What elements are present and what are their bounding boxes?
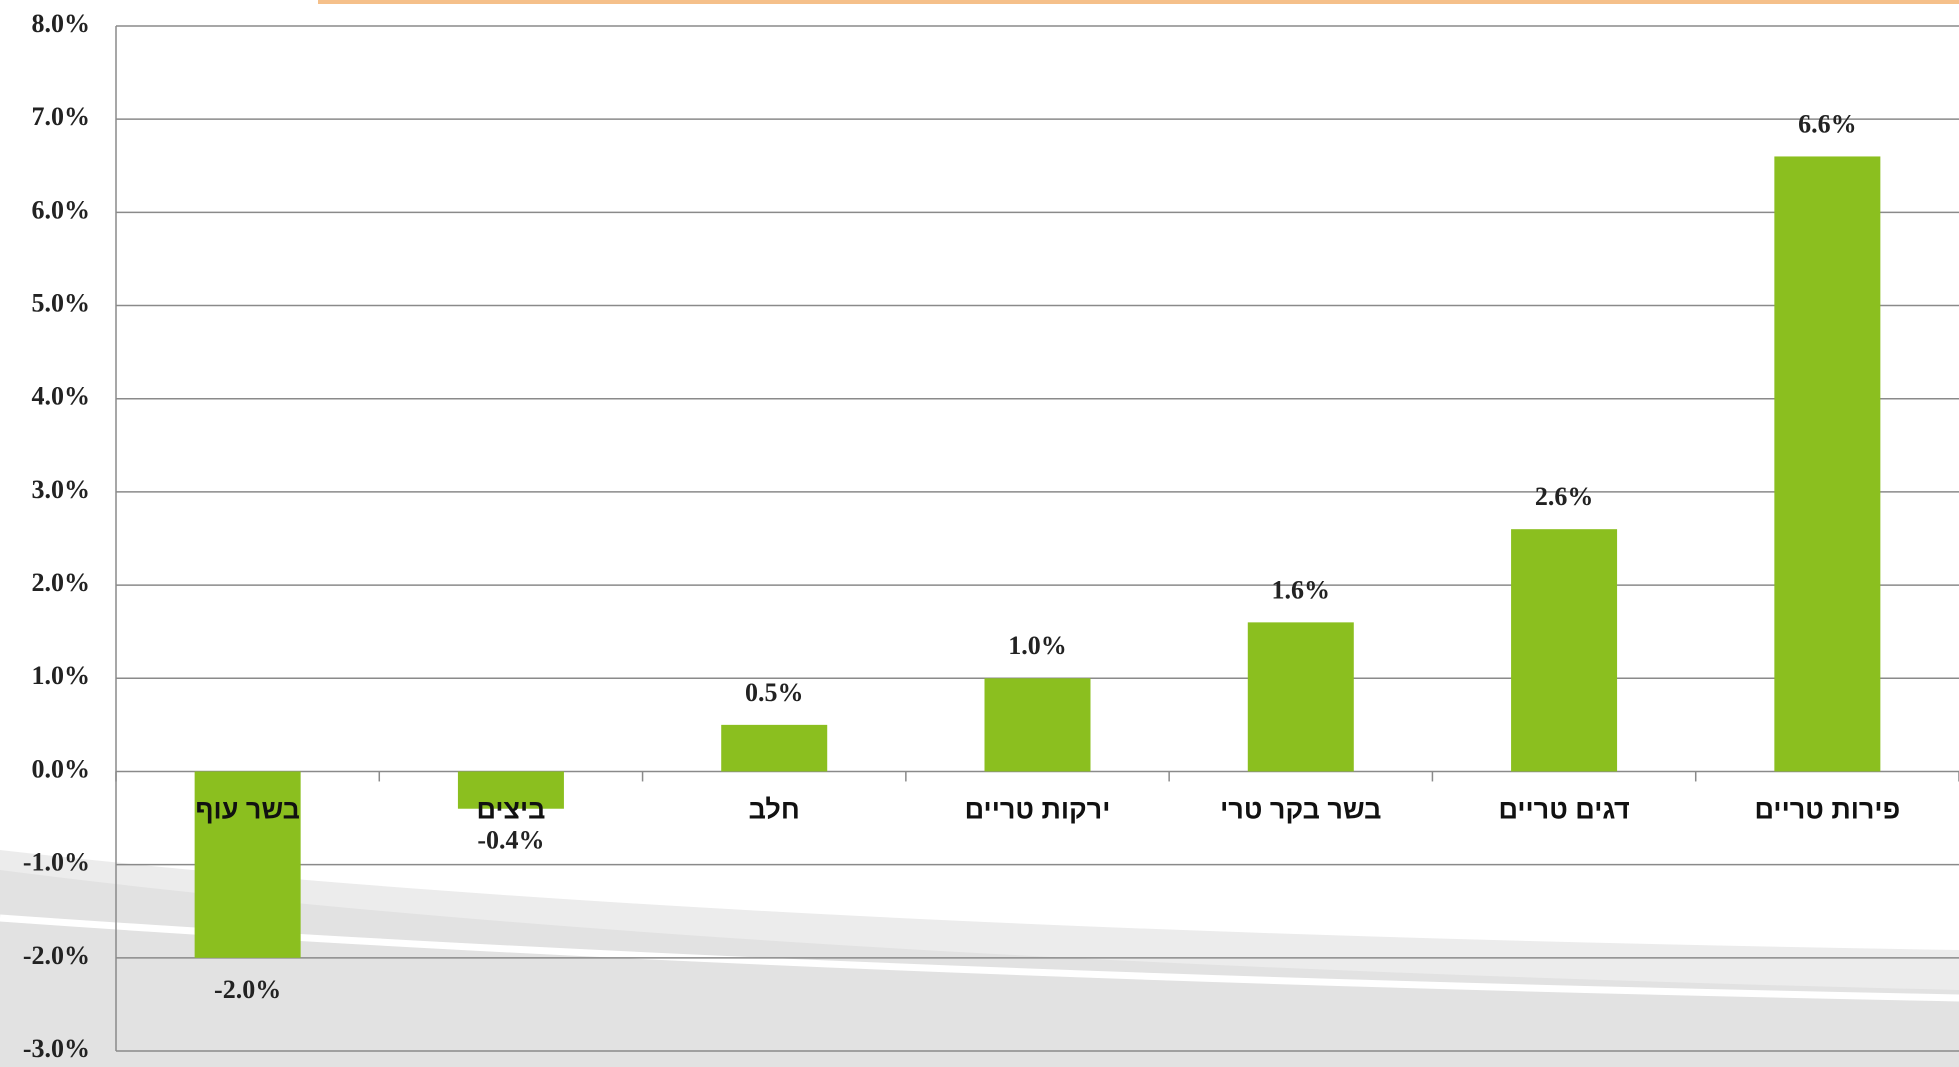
- data-label: 1.6%: [1272, 575, 1331, 604]
- header-strip: [318, 0, 1959, 4]
- bar: [1247, 622, 1354, 772]
- data-label: 0.5%: [745, 678, 804, 707]
- x-tick-label: פירות טריים: [1755, 795, 1901, 825]
- x-tick-label: ירקות טריים: [965, 795, 1111, 825]
- y-tick-label: 3.0%: [32, 475, 91, 504]
- y-tick-label: 2.0%: [32, 568, 91, 597]
- bar: [194, 771, 301, 958]
- y-tick-label: 5.0%: [32, 289, 91, 318]
- data-label: 1.0%: [1008, 631, 1067, 660]
- data-label: 2.6%: [1535, 482, 1594, 511]
- bar: [984, 678, 1091, 772]
- y-tick-label: 1.0%: [32, 661, 91, 690]
- x-tick-label: דגים טריים: [1498, 795, 1629, 825]
- bar: [721, 724, 828, 772]
- data-label: -2.0%: [214, 975, 281, 1004]
- y-tick-label: 4.0%: [32, 382, 91, 411]
- y-tick-label: -3.0%: [23, 1034, 90, 1063]
- y-tick-label: 8.0%: [32, 9, 91, 38]
- x-tick-label: חלב: [749, 795, 800, 825]
- data-label: -0.4%: [477, 826, 544, 855]
- y-tick-label: 6.0%: [32, 195, 91, 224]
- x-tick-label: בשר עוף: [195, 795, 300, 825]
- y-tick-label: 0.0%: [32, 754, 91, 783]
- bar: [457, 771, 564, 809]
- x-tick-label: בשר בקר טרי: [1220, 795, 1381, 825]
- bar: [1511, 529, 1618, 772]
- bar: [1774, 156, 1881, 772]
- y-tick-label: 7.0%: [32, 102, 91, 131]
- y-tick-label: -2.0%: [23, 941, 90, 970]
- x-tick-label: ביצים: [476, 795, 545, 825]
- plot-area: -3.0% -2.0% -1.0% 0.0% 1.0% 2.0% 3.0% 4.0% 5.0% 6…: [23, 9, 1959, 1063]
- y-tick-label: -1.0%: [23, 848, 90, 877]
- data-label: 6.6%: [1798, 109, 1857, 138]
